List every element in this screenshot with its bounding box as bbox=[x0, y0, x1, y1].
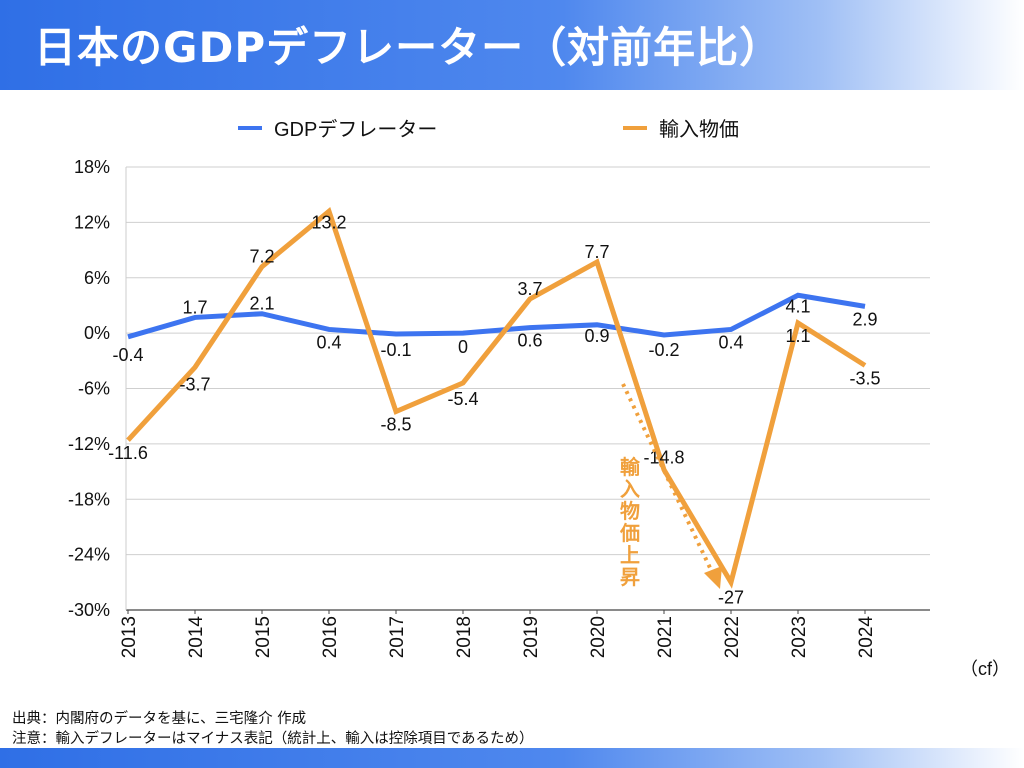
annotation-char: 価 bbox=[619, 521, 640, 545]
gdp-data-label: 0.6 bbox=[517, 331, 542, 351]
gdp-data-label: 0.4 bbox=[718, 332, 743, 352]
x-tick-label: 2024 bbox=[856, 616, 877, 659]
annotation-arrow-shaft bbox=[621, 383, 714, 573]
gdp-data-label: -0.4 bbox=[112, 345, 143, 365]
annotation-char: 入 bbox=[620, 478, 640, 501]
header-banner: 日本のGDPデフレーター（対前年比） bbox=[0, 0, 1024, 90]
annotation-arrow-head bbox=[704, 566, 722, 589]
remark-note: 注意：輸入デフレーターはマイナス表記（統計上、輸入は控除項目であるため） bbox=[12, 731, 534, 747]
import-data-label: -5.4 bbox=[447, 389, 478, 409]
gdp-data-label: 0.9 bbox=[584, 326, 609, 346]
x-tick-label: 2019 bbox=[521, 616, 542, 658]
y-tick-label: 0% bbox=[84, 323, 110, 343]
y-tick-label: -30% bbox=[68, 600, 110, 620]
page-title: 日本のGDPデフレーター（対前年比） bbox=[34, 23, 783, 72]
annotation-char: 物 bbox=[620, 499, 640, 523]
unit-label: （cf） bbox=[960, 659, 1010, 679]
import-data-label: -3.7 bbox=[179, 374, 210, 394]
gdp-data-label: -0.1 bbox=[380, 340, 411, 360]
annotation-char: 昇 bbox=[620, 566, 640, 589]
line-chart: 18% 12% 6% 0% -6% -12% -18% -24% -30% 2013 2014 201… bbox=[68, 118, 1010, 679]
import-price-line bbox=[126, 207, 867, 589]
gdp-data-label: 0.4 bbox=[316, 332, 341, 352]
x-tick-label: 2013 bbox=[119, 616, 140, 658]
gdp-data-label: 2.9 bbox=[852, 309, 877, 329]
import-data-label: 7.7 bbox=[584, 242, 609, 262]
y-tick-label: 18% bbox=[74, 157, 110, 177]
x-tick-label: 2020 bbox=[588, 616, 609, 658]
import-data-label: 13.2 bbox=[311, 212, 346, 232]
import-data-label: 7.2 bbox=[249, 247, 274, 267]
gdp-deflator-line bbox=[127, 292, 866, 340]
x-tick-label: 2015 bbox=[253, 616, 274, 658]
import-data-label: -8.5 bbox=[380, 415, 411, 435]
footer-bar bbox=[0, 748, 1024, 768]
x-tick-label: 2014 bbox=[186, 616, 207, 659]
gdp-data-label: 0 bbox=[458, 337, 468, 357]
y-tick-label: -18% bbox=[68, 489, 110, 509]
annotation-char: 上 bbox=[620, 544, 640, 567]
legend-gdp-deflator: GDPデフレーター bbox=[274, 118, 437, 141]
x-tick-label: 2018 bbox=[454, 616, 475, 658]
y-tick-label: 12% bbox=[74, 212, 110, 232]
gdp-data-label: 4.1 bbox=[785, 296, 810, 316]
x-tick-label: 2022 bbox=[722, 616, 743, 658]
import-data-label: -11.6 bbox=[108, 443, 148, 463]
annotation-char: 輸 bbox=[620, 455, 641, 479]
y-tick-label: 6% bbox=[84, 268, 110, 288]
import-data-label: -14.8 bbox=[643, 448, 684, 468]
legend-import-price: 輸入物価 bbox=[659, 118, 739, 141]
x-tick-label: 2016 bbox=[320, 616, 341, 658]
import-data-label: 3.7 bbox=[517, 279, 542, 299]
x-tick-label: 2017 bbox=[387, 616, 408, 658]
y-tick-label: -24% bbox=[68, 545, 110, 565]
x-tick-label: 2023 bbox=[789, 616, 810, 658]
gdp-data-label: -0.2 bbox=[648, 340, 679, 360]
y-tick-label: -6% bbox=[78, 379, 110, 399]
import-data-label: -3.5 bbox=[849, 368, 880, 388]
y-tick-label: -12% bbox=[68, 434, 110, 454]
gdp-data-label: 2.1 bbox=[249, 294, 274, 314]
import-data-label: 1.1 bbox=[785, 326, 810, 346]
import-data-label: -27 bbox=[718, 587, 744, 607]
source-note: 出典：内閣府のデータを基に、三宅隆介 作成 bbox=[12, 711, 307, 727]
gdp-data-label: 1.7 bbox=[182, 297, 207, 317]
x-tick-label: 2021 bbox=[655, 616, 676, 658]
